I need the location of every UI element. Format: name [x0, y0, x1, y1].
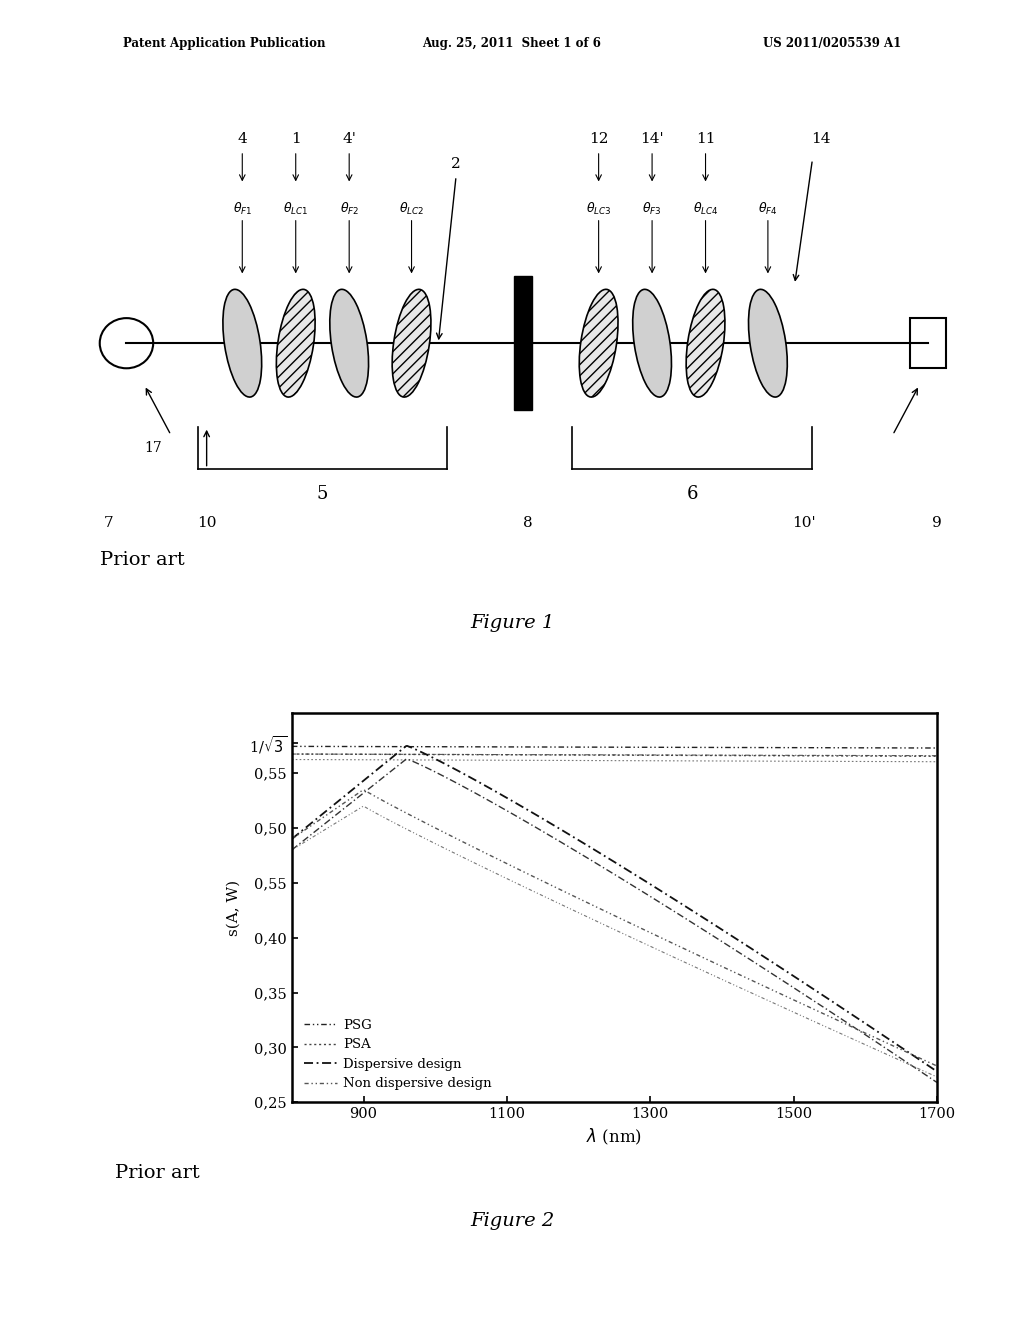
- Text: 6: 6: [686, 486, 698, 503]
- Ellipse shape: [633, 289, 672, 397]
- Dispersive design: [579, 836, 591, 851]
- Dispersive design: [931, 1064, 943, 1080]
- Text: $\theta_{F1}$: $\theta_{F1}$: [232, 201, 252, 218]
- Text: 2: 2: [452, 157, 461, 170]
- Non dispersive design: [401, 805, 414, 821]
- Text: 17: 17: [144, 441, 162, 455]
- Non dispersive design: [667, 936, 679, 952]
- Text: 8: 8: [522, 516, 532, 531]
- Text: $\theta_{LC2}$: $\theta_{LC2}$: [399, 201, 424, 218]
- PSA: [578, 747, 590, 763]
- Line: Non dispersive design: Non dispersive design: [292, 789, 937, 1067]
- PSG: [578, 739, 590, 755]
- Non dispersive design: [286, 832, 298, 847]
- PSG: [771, 739, 783, 755]
- Text: $\theta_{F4}$: $\theta_{F4}$: [758, 201, 778, 218]
- Text: 9: 9: [932, 516, 942, 531]
- Dispersive design: [667, 891, 679, 907]
- Text: $\theta_{LC1}$: $\theta_{LC1}$: [283, 201, 308, 218]
- Text: Prior art: Prior art: [115, 1164, 200, 1183]
- Text: 10': 10': [792, 516, 815, 531]
- PSA: [931, 748, 943, 764]
- PSA: [452, 747, 464, 763]
- PSG: [286, 738, 298, 754]
- Bar: [514, 276, 531, 411]
- Ellipse shape: [330, 289, 369, 397]
- Text: 14: 14: [812, 132, 831, 145]
- PSA: [286, 746, 298, 762]
- Text: US 2011/0205539 A1: US 2011/0205539 A1: [763, 37, 901, 50]
- Non dispersive design: [931, 1059, 943, 1074]
- Text: 11: 11: [695, 132, 716, 145]
- Y-axis label: s(A, W): s(A, W): [226, 879, 241, 936]
- Non dispersive design: [772, 985, 784, 1001]
- Text: 5: 5: [316, 486, 328, 503]
- Text: $\theta_{LC3}$: $\theta_{LC3}$: [586, 201, 611, 218]
- Ellipse shape: [276, 289, 315, 397]
- Dispersive design: [718, 923, 730, 939]
- PSA: [399, 747, 412, 763]
- Line: PSA: PSA: [292, 754, 937, 756]
- Legend: PSG, PSA, Dispersive design, Non dispersive design: PSG, PSA, Dispersive design, Non dispers…: [298, 1014, 498, 1096]
- Dispersive design: [286, 832, 298, 847]
- Text: 4: 4: [238, 132, 247, 145]
- Ellipse shape: [392, 289, 431, 397]
- PSG: [717, 739, 729, 755]
- PSG: [399, 739, 412, 755]
- X-axis label: $\lambda$ (nm): $\lambda$ (nm): [587, 1126, 642, 1147]
- Text: 4': 4': [342, 132, 356, 145]
- Ellipse shape: [580, 289, 618, 397]
- Non dispersive design: [357, 781, 370, 797]
- Text: Patent Application Publication: Patent Application Publication: [123, 37, 326, 50]
- Text: $\theta_{F2}$: $\theta_{F2}$: [340, 201, 358, 218]
- Dispersive design: [399, 738, 412, 754]
- Ellipse shape: [749, 289, 787, 397]
- Text: 7: 7: [103, 516, 114, 531]
- Dispersive design: [401, 738, 414, 754]
- PSG: [931, 741, 943, 756]
- Text: 10: 10: [197, 516, 216, 531]
- PSG: [666, 739, 678, 755]
- Non dispersive design: [579, 894, 591, 909]
- PSA: [771, 747, 783, 763]
- Text: 1: 1: [291, 132, 301, 145]
- Bar: [910, 318, 946, 368]
- Line: Dispersive design: Dispersive design: [292, 746, 937, 1072]
- Text: Figure 1: Figure 1: [470, 614, 554, 632]
- Ellipse shape: [686, 289, 725, 397]
- Text: Figure 2: Figure 2: [470, 1212, 554, 1230]
- Non dispersive design: [718, 960, 730, 975]
- Text: 12: 12: [589, 132, 608, 145]
- Ellipse shape: [223, 289, 262, 397]
- Text: Prior art: Prior art: [99, 550, 184, 569]
- Text: Aug. 25, 2011  Sheet 1 of 6: Aug. 25, 2011 Sheet 1 of 6: [423, 37, 601, 50]
- PSA: [666, 747, 678, 763]
- Non dispersive design: [453, 832, 465, 847]
- Dispersive design: [453, 763, 465, 779]
- Line: PSG: PSG: [292, 746, 937, 748]
- PSA: [717, 747, 729, 763]
- Dispersive design: [772, 958, 784, 974]
- Text: 14': 14': [640, 132, 664, 145]
- Text: $\theta_{F3}$: $\theta_{F3}$: [642, 201, 662, 218]
- Text: $\theta_{LC4}$: $\theta_{LC4}$: [692, 201, 719, 218]
- PSG: [452, 739, 464, 755]
